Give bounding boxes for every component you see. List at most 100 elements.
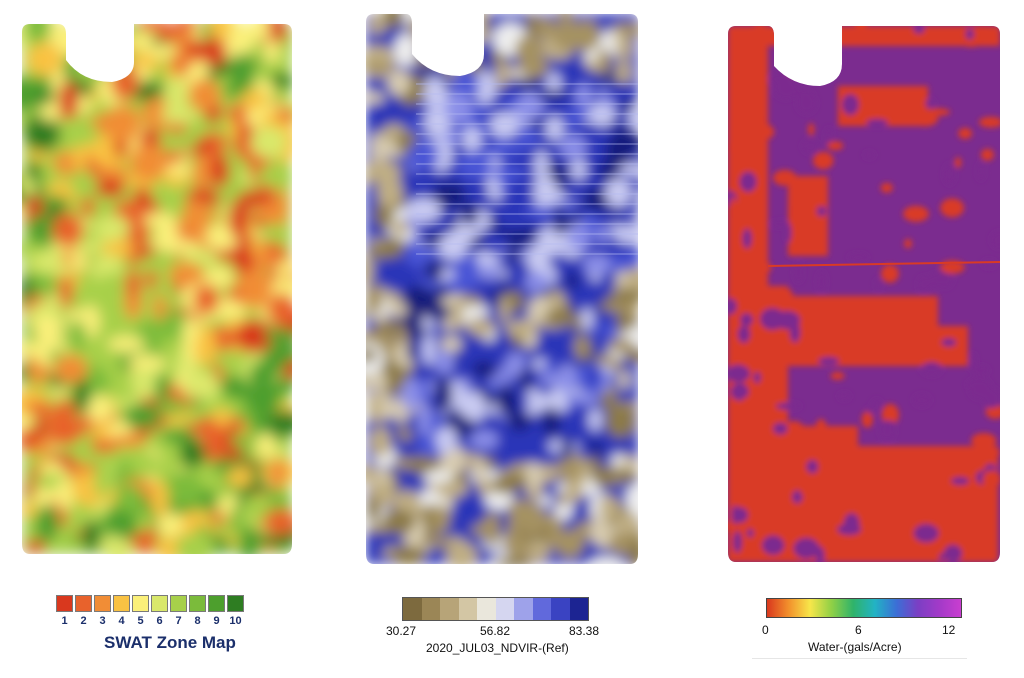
ndvi-swatch (514, 598, 533, 620)
ndvi-patch (618, 163, 638, 176)
ndvi-legend-title: 2020_JUL03_NDVIR-(Ref) (426, 641, 569, 655)
zone-patch (250, 24, 271, 40)
zone-patch (163, 76, 190, 111)
ndvi-swatch (495, 598, 514, 620)
ndvi-patch (557, 494, 568, 506)
zone-patch (181, 199, 211, 239)
swat-swatch (170, 595, 187, 612)
ndvi-swatch (532, 598, 551, 620)
water-patch (846, 313, 871, 335)
swat-swatch (208, 595, 225, 612)
ndvi-patch (459, 14, 472, 34)
zone-patch (229, 53, 256, 91)
ndvi-patch (470, 430, 499, 450)
swat-swatch (75, 595, 92, 612)
ndvi-patch (402, 285, 437, 314)
water-patch (812, 151, 834, 170)
zone-patch (111, 39, 134, 55)
water-patch (806, 46, 821, 55)
ndvi-patch (588, 368, 599, 385)
ndvi-patch (609, 254, 629, 273)
ndvi-patch (538, 495, 553, 507)
zone-patch (276, 108, 292, 123)
water-patch (977, 162, 985, 181)
water-patch (990, 231, 1000, 249)
zone-patch (23, 113, 61, 152)
ndvi-patch (496, 557, 532, 564)
water-patch (948, 523, 960, 531)
ndvi-patch (616, 467, 637, 483)
zone-patch (129, 143, 168, 182)
water-patch (728, 364, 750, 383)
ndvi-patch (499, 294, 510, 325)
ndvi-patch (516, 387, 529, 416)
zone-patch (156, 24, 182, 43)
zone-patch (262, 328, 292, 341)
ndvi-patch (390, 545, 426, 564)
ndvi-patch (428, 415, 446, 432)
ndvi-patch (527, 246, 549, 274)
zone-patch (208, 24, 232, 41)
ndvi-patch (561, 437, 573, 461)
swat-swatch-label: 2 (80, 615, 87, 627)
ndvi-patch (573, 334, 587, 359)
zone-patch (157, 212, 178, 251)
zone-patch (105, 104, 142, 143)
zone-patch (157, 513, 184, 537)
water-patch (841, 94, 859, 116)
ndvi-swatch (440, 598, 459, 620)
ndvi-patch (434, 480, 469, 497)
water-patch (854, 26, 868, 39)
ndvi-patch (425, 304, 452, 321)
water-patch (822, 528, 830, 548)
water-patch (817, 453, 836, 475)
ndvi-patch (381, 509, 416, 534)
water-patch (774, 311, 801, 330)
zone-patch (218, 495, 233, 517)
ndvi-patch (482, 263, 499, 281)
water-patch (749, 26, 771, 41)
zone-patch (255, 433, 276, 457)
water-patch (837, 523, 862, 536)
zone-patch (258, 354, 285, 377)
zone-patch (40, 102, 59, 122)
ndvi-patch (473, 71, 497, 105)
ndvi-patch (479, 478, 492, 497)
zone-patch (134, 529, 157, 554)
ndvi-patch (450, 226, 477, 243)
water-patch (801, 190, 828, 205)
water-patch (912, 110, 939, 127)
ndvi-patch (615, 512, 638, 534)
ndvi-patch (547, 290, 565, 310)
swat-swatch-label: 8 (194, 615, 201, 627)
zone-patch (204, 34, 227, 68)
ndvi-min-label: 30.27 (386, 624, 417, 638)
ndvi-patch (462, 14, 485, 23)
water-legend-rule (752, 658, 967, 659)
water-patch (904, 238, 912, 249)
zone-patch (25, 160, 42, 182)
zone-patch (160, 106, 200, 124)
zone-patch (33, 439, 53, 455)
ndvi-swatch (403, 598, 422, 620)
zone-patch (70, 253, 86, 266)
zone-patch (276, 261, 292, 277)
zone-patch (85, 394, 113, 423)
ndvi-patch (613, 288, 638, 303)
ndvi-patch (370, 425, 391, 458)
zone-patch (63, 56, 78, 83)
ndvi-patch (462, 125, 482, 152)
swat-swatch-label: 4 (118, 615, 125, 627)
zone-patch (26, 41, 64, 77)
ndvi-patch (422, 333, 436, 366)
ndvi-patch (366, 61, 394, 73)
zone-patch (110, 434, 147, 448)
zone-patch (268, 456, 288, 491)
water-patch (874, 278, 882, 290)
water-patch (792, 490, 803, 504)
zone-patch (65, 26, 100, 50)
ndvi-mid-label: 56.82 (480, 624, 511, 638)
swat-swatch-label: 10 (229, 615, 242, 627)
ndvi-patch (505, 320, 537, 337)
water-patch (771, 287, 794, 305)
